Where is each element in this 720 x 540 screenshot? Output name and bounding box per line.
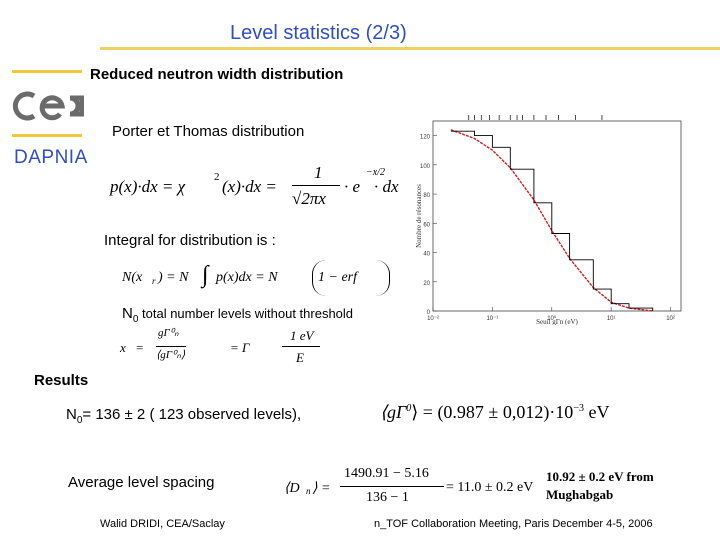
int-text: p(x)dx = N: [216, 270, 278, 285]
fit-curve: [450, 129, 653, 312]
y-tick-label: 40: [423, 252, 430, 258]
results-heading: Results: [34, 372, 89, 389]
spacing-num: 1490.91 − 5.16: [344, 466, 429, 481]
y-tick-label: 20: [423, 281, 430, 287]
avg-width-val: ⟩ = (0.987 ± 0,012)·10: [411, 402, 574, 422]
y-tick-label: 60: [423, 222, 430, 228]
pt-fraction-bar: [292, 185, 340, 186]
slide-title: Level statistics (2/3): [230, 22, 407, 44]
spacing-sub: n: [306, 486, 311, 496]
int-paren: [312, 260, 390, 296]
spacing-lhs: ⟨D: [284, 481, 300, 496]
pt-lhs: p(x)·dx = χ: [110, 177, 186, 196]
x-tick-label: 10²: [666, 316, 675, 322]
data-staircase: [450, 130, 654, 311]
x-tick-label: 10¹: [607, 316, 616, 322]
pt-dx: · dx: [374, 177, 399, 196]
x-axis-label: Seuil gΓn (eV): [536, 318, 578, 325]
pt-exp: −x/2: [366, 167, 385, 178]
reduced-width-heading: Reduced neutron width distribution: [90, 66, 344, 83]
x-tick-label: 10⁻²: [427, 316, 439, 322]
spacing-formula: ⟨D n ⟩ = 1490.91 − 5.16 136 − 1 = 11.0 ±…: [284, 466, 534, 508]
footer-author: Walid DRIDI, CEA/Saclay: [100, 518, 225, 530]
avg-width-sup: 0: [406, 403, 412, 414]
porter-thomas-formula: p(x)·dx = χ 2 (x)·dx = 1 √2πx · e −x/2 ·…: [110, 163, 410, 215]
integral-formula: N(x r ) = N ∫ p(x)dx = N 1 − erf: [122, 258, 392, 302]
xr-lhs: x: [120, 340, 126, 355]
dapnia-label: DAPNIA: [14, 147, 88, 168]
int-sign: ∫: [202, 262, 209, 288]
level-count-plot: 120 100 80 60 40 20 010⁻² 10⁻¹ 10⁰ 10¹ 10² Nombre d…: [415, 115, 682, 325]
n0-definition: N0 total number levels without threshold: [122, 305, 353, 325]
n0-result: N0= 136 ± 2 ( 123 observed levels),: [66, 406, 301, 426]
spacing-bar: [340, 486, 444, 487]
y-tick-label: 100: [420, 164, 431, 170]
avg-width-lhs: ⟨gΓ: [380, 402, 407, 422]
avg-width-formula: ⟨gΓ0⟩ = (0.987 ± 0,012)·10−3 eV: [380, 402, 609, 423]
x-tick-label: 10⁰: [547, 315, 557, 322]
cea-logo: [12, 91, 84, 121]
logo-top-line: [12, 70, 82, 73]
y-axis-label: Nombre de résonances: [415, 184, 423, 248]
spacing-den: 136 − 1: [366, 490, 409, 505]
int-lhs: N(x: [122, 270, 143, 285]
n0-symbol: N: [122, 305, 133, 322]
y-tick-label: 0: [427, 310, 431, 316]
porter-thomas-heading: Porter et Thomas distribution: [112, 123, 305, 140]
mughabgab-comparison: 10.92 ± 0.2 eV from Mughabgab: [546, 469, 654, 502]
avg-spacing-label: Average level spacing: [68, 474, 215, 491]
sqrt-bar: [282, 346, 320, 347]
y-tick-label: 120: [420, 135, 431, 141]
sqrt-e: E: [296, 350, 304, 365]
spacing-res: = 11.0 ± 0.2 eV: [446, 480, 534, 495]
plot-frame: [432, 120, 682, 312]
spacing-close: ⟩ =: [312, 481, 331, 496]
pt-mid: (x)·dx =: [222, 177, 277, 196]
pt-den: √2πx: [292, 189, 326, 208]
xr-den: ⟨gΓ⁰ₙ⟩: [156, 349, 186, 361]
integral-heading: Integral for distribution is :: [104, 232, 276, 249]
y-tick-label: 80: [423, 193, 430, 199]
title-underline: [100, 47, 720, 50]
int-mid: ) = N: [158, 270, 189, 285]
x-tick-label: 10⁻¹: [486, 316, 498, 322]
pt-tail: · e: [344, 177, 361, 196]
int-sub: r: [152, 276, 156, 286]
xr-formula: x = gΓ⁰ₙ ⟨gΓ⁰ₙ⟩ = Γ 1 eV E: [120, 326, 320, 372]
avg-width-exp: −3: [573, 403, 584, 414]
avg-width-unit: eV: [583, 402, 610, 422]
n0-result-label: N: [66, 406, 77, 423]
n0-result-sub: 0: [76, 415, 83, 426]
sqrt-ev: 1 eV: [290, 328, 314, 343]
xr-bar: [156, 346, 186, 347]
int-erf: 1 − erf: [318, 270, 357, 285]
n0-subscript: 0: [132, 314, 139, 325]
gamma-eq: = Γ: [230, 340, 250, 355]
xr-num: gΓ⁰ₙ: [158, 327, 179, 339]
footer-meeting: n_TOF Collaboration Meeting, Paris Decem…: [374, 518, 653, 530]
n0-text: total number levels without threshold: [138, 306, 354, 321]
pt-num: 1: [314, 163, 323, 182]
pt-sup: 2: [214, 171, 220, 183]
n0-result-value: = 136 ± 2 ( 123 observed levels),: [82, 406, 302, 423]
logo-bottom-line: [12, 134, 82, 137]
xr-eq: =: [136, 340, 144, 355]
